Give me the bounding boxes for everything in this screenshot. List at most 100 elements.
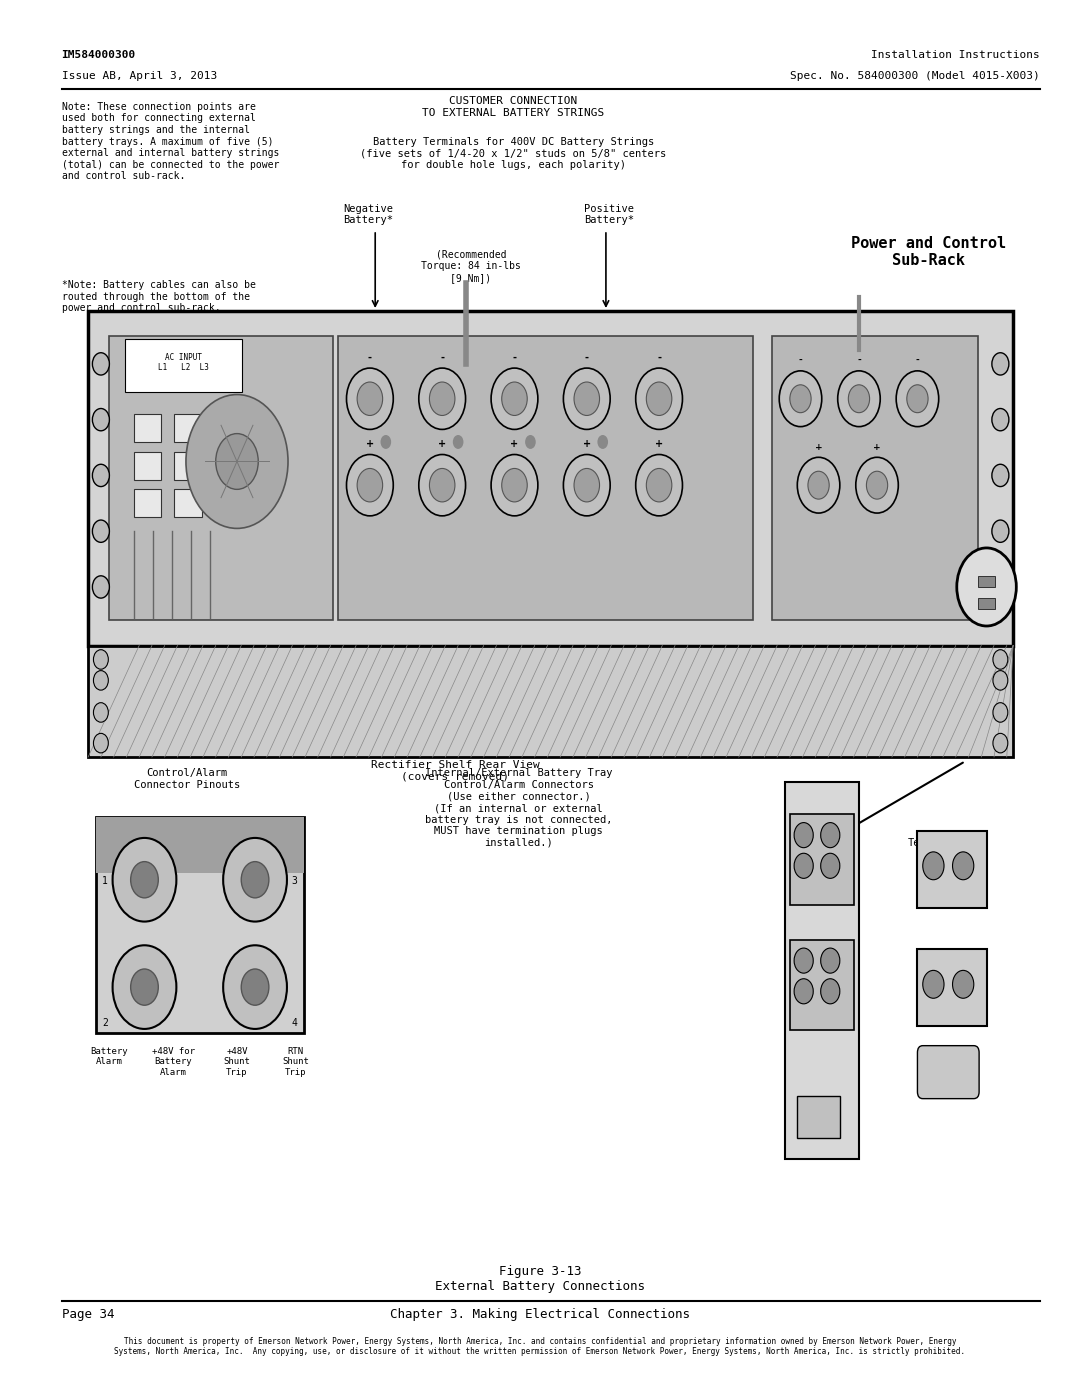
Circle shape xyxy=(646,381,672,415)
Text: -: - xyxy=(657,352,661,362)
Text: Negative
Battery*: Negative Battery* xyxy=(342,204,393,225)
Text: 2: 2 xyxy=(102,1017,108,1028)
FancyBboxPatch shape xyxy=(789,814,853,905)
Circle shape xyxy=(241,970,269,1006)
Circle shape xyxy=(789,384,811,412)
FancyBboxPatch shape xyxy=(215,489,242,517)
Text: +: + xyxy=(511,439,518,448)
Text: 1: 1 xyxy=(102,876,108,886)
Text: +: + xyxy=(654,439,663,448)
Circle shape xyxy=(502,381,527,415)
Circle shape xyxy=(993,703,1008,722)
Circle shape xyxy=(216,433,258,489)
FancyBboxPatch shape xyxy=(134,451,162,479)
Text: +48V for
Battery
Alarm: +48V for Battery Alarm xyxy=(151,1048,194,1077)
Circle shape xyxy=(953,852,974,880)
Circle shape xyxy=(347,367,393,429)
FancyBboxPatch shape xyxy=(978,576,995,587)
FancyBboxPatch shape xyxy=(95,817,303,1034)
Circle shape xyxy=(953,971,974,999)
Circle shape xyxy=(821,949,840,974)
Text: Issue AB, April 3, 2013: Issue AB, April 3, 2013 xyxy=(62,71,217,81)
Text: Rectifier Shelf Rear View
(covers removed): Rectifier Shelf Rear View (covers remove… xyxy=(370,760,539,781)
Text: Termination
Plugs: Termination Plugs xyxy=(907,838,976,859)
Circle shape xyxy=(957,548,1016,626)
Text: +48V
Shunt
Trip: +48V Shunt Trip xyxy=(224,1048,251,1077)
Text: (Recommended
Torque: 84 in-lbs
[9 Nm]): (Recommended Torque: 84 in-lbs [9 Nm]) xyxy=(421,250,521,282)
FancyBboxPatch shape xyxy=(917,950,986,1027)
Text: -: - xyxy=(798,356,802,365)
Text: RTN
Shunt
Trip: RTN Shunt Trip xyxy=(282,1048,309,1077)
Text: +: + xyxy=(874,443,881,451)
Circle shape xyxy=(93,576,109,598)
Circle shape xyxy=(491,367,538,429)
Circle shape xyxy=(564,367,610,429)
Circle shape xyxy=(575,468,599,502)
Circle shape xyxy=(224,838,287,922)
Circle shape xyxy=(636,367,683,429)
Circle shape xyxy=(991,464,1009,486)
Circle shape xyxy=(794,949,813,974)
Circle shape xyxy=(993,650,1008,669)
Text: +: + xyxy=(583,439,591,448)
FancyBboxPatch shape xyxy=(109,337,333,620)
Circle shape xyxy=(636,454,683,515)
FancyBboxPatch shape xyxy=(917,831,986,908)
Circle shape xyxy=(564,454,610,515)
FancyBboxPatch shape xyxy=(174,489,202,517)
FancyBboxPatch shape xyxy=(789,940,853,1031)
Text: Note: These connection points are
used both for connecting external
battery stri: Note: These connection points are used b… xyxy=(62,102,279,182)
Circle shape xyxy=(419,367,465,429)
Circle shape xyxy=(241,862,269,898)
Circle shape xyxy=(866,471,888,499)
Circle shape xyxy=(93,464,109,486)
FancyBboxPatch shape xyxy=(89,312,1013,645)
Circle shape xyxy=(797,457,840,513)
Text: 4: 4 xyxy=(292,1017,298,1028)
Text: Battery
Alarm: Battery Alarm xyxy=(91,1048,129,1066)
Text: -: - xyxy=(584,352,589,362)
Circle shape xyxy=(597,434,608,448)
Circle shape xyxy=(93,520,109,542)
Text: 3: 3 xyxy=(292,876,298,886)
FancyBboxPatch shape xyxy=(95,817,303,873)
Circle shape xyxy=(93,352,109,374)
Circle shape xyxy=(112,946,176,1030)
Circle shape xyxy=(131,862,159,898)
Circle shape xyxy=(430,468,455,502)
Circle shape xyxy=(794,854,813,879)
Text: Internal/External Battery Tray
Control/Alarm Connectors
(Use either connector.)
: Internal/External Battery Tray Control/A… xyxy=(426,768,612,848)
FancyBboxPatch shape xyxy=(797,1095,840,1137)
Circle shape xyxy=(112,838,176,922)
Circle shape xyxy=(380,434,391,448)
FancyBboxPatch shape xyxy=(978,598,995,609)
Text: -: - xyxy=(368,352,372,362)
FancyBboxPatch shape xyxy=(174,414,202,441)
Circle shape xyxy=(502,468,527,502)
FancyBboxPatch shape xyxy=(215,414,242,441)
Circle shape xyxy=(780,370,822,426)
Text: AC INPUT
L1   L2  L3: AC INPUT L1 L2 L3 xyxy=(159,353,210,372)
Text: +: + xyxy=(814,443,822,451)
Circle shape xyxy=(821,823,840,848)
Circle shape xyxy=(993,671,1008,690)
Circle shape xyxy=(907,384,928,412)
Text: *Note: Battery cables can also be
routed through the bottom of the
power and con: *Note: Battery cables can also be routed… xyxy=(62,281,256,313)
Circle shape xyxy=(922,971,944,999)
Text: This document is property of Emerson Network Power, Energy Systems, North Americ: This document is property of Emerson Net… xyxy=(114,1337,966,1356)
Circle shape xyxy=(93,408,109,430)
Text: Installation Instructions: Installation Instructions xyxy=(870,50,1040,60)
Circle shape xyxy=(186,394,288,528)
FancyBboxPatch shape xyxy=(338,337,753,620)
Text: -: - xyxy=(858,356,861,365)
Text: +: + xyxy=(438,439,446,448)
Circle shape xyxy=(991,576,1009,598)
Circle shape xyxy=(357,381,382,415)
Text: -: - xyxy=(513,352,516,362)
Text: -: - xyxy=(916,356,919,365)
Text: Chapter 3. Making Electrical Connections: Chapter 3. Making Electrical Connections xyxy=(390,1308,690,1320)
Circle shape xyxy=(224,946,287,1030)
FancyBboxPatch shape xyxy=(772,337,978,620)
Circle shape xyxy=(131,970,159,1006)
Circle shape xyxy=(855,457,899,513)
